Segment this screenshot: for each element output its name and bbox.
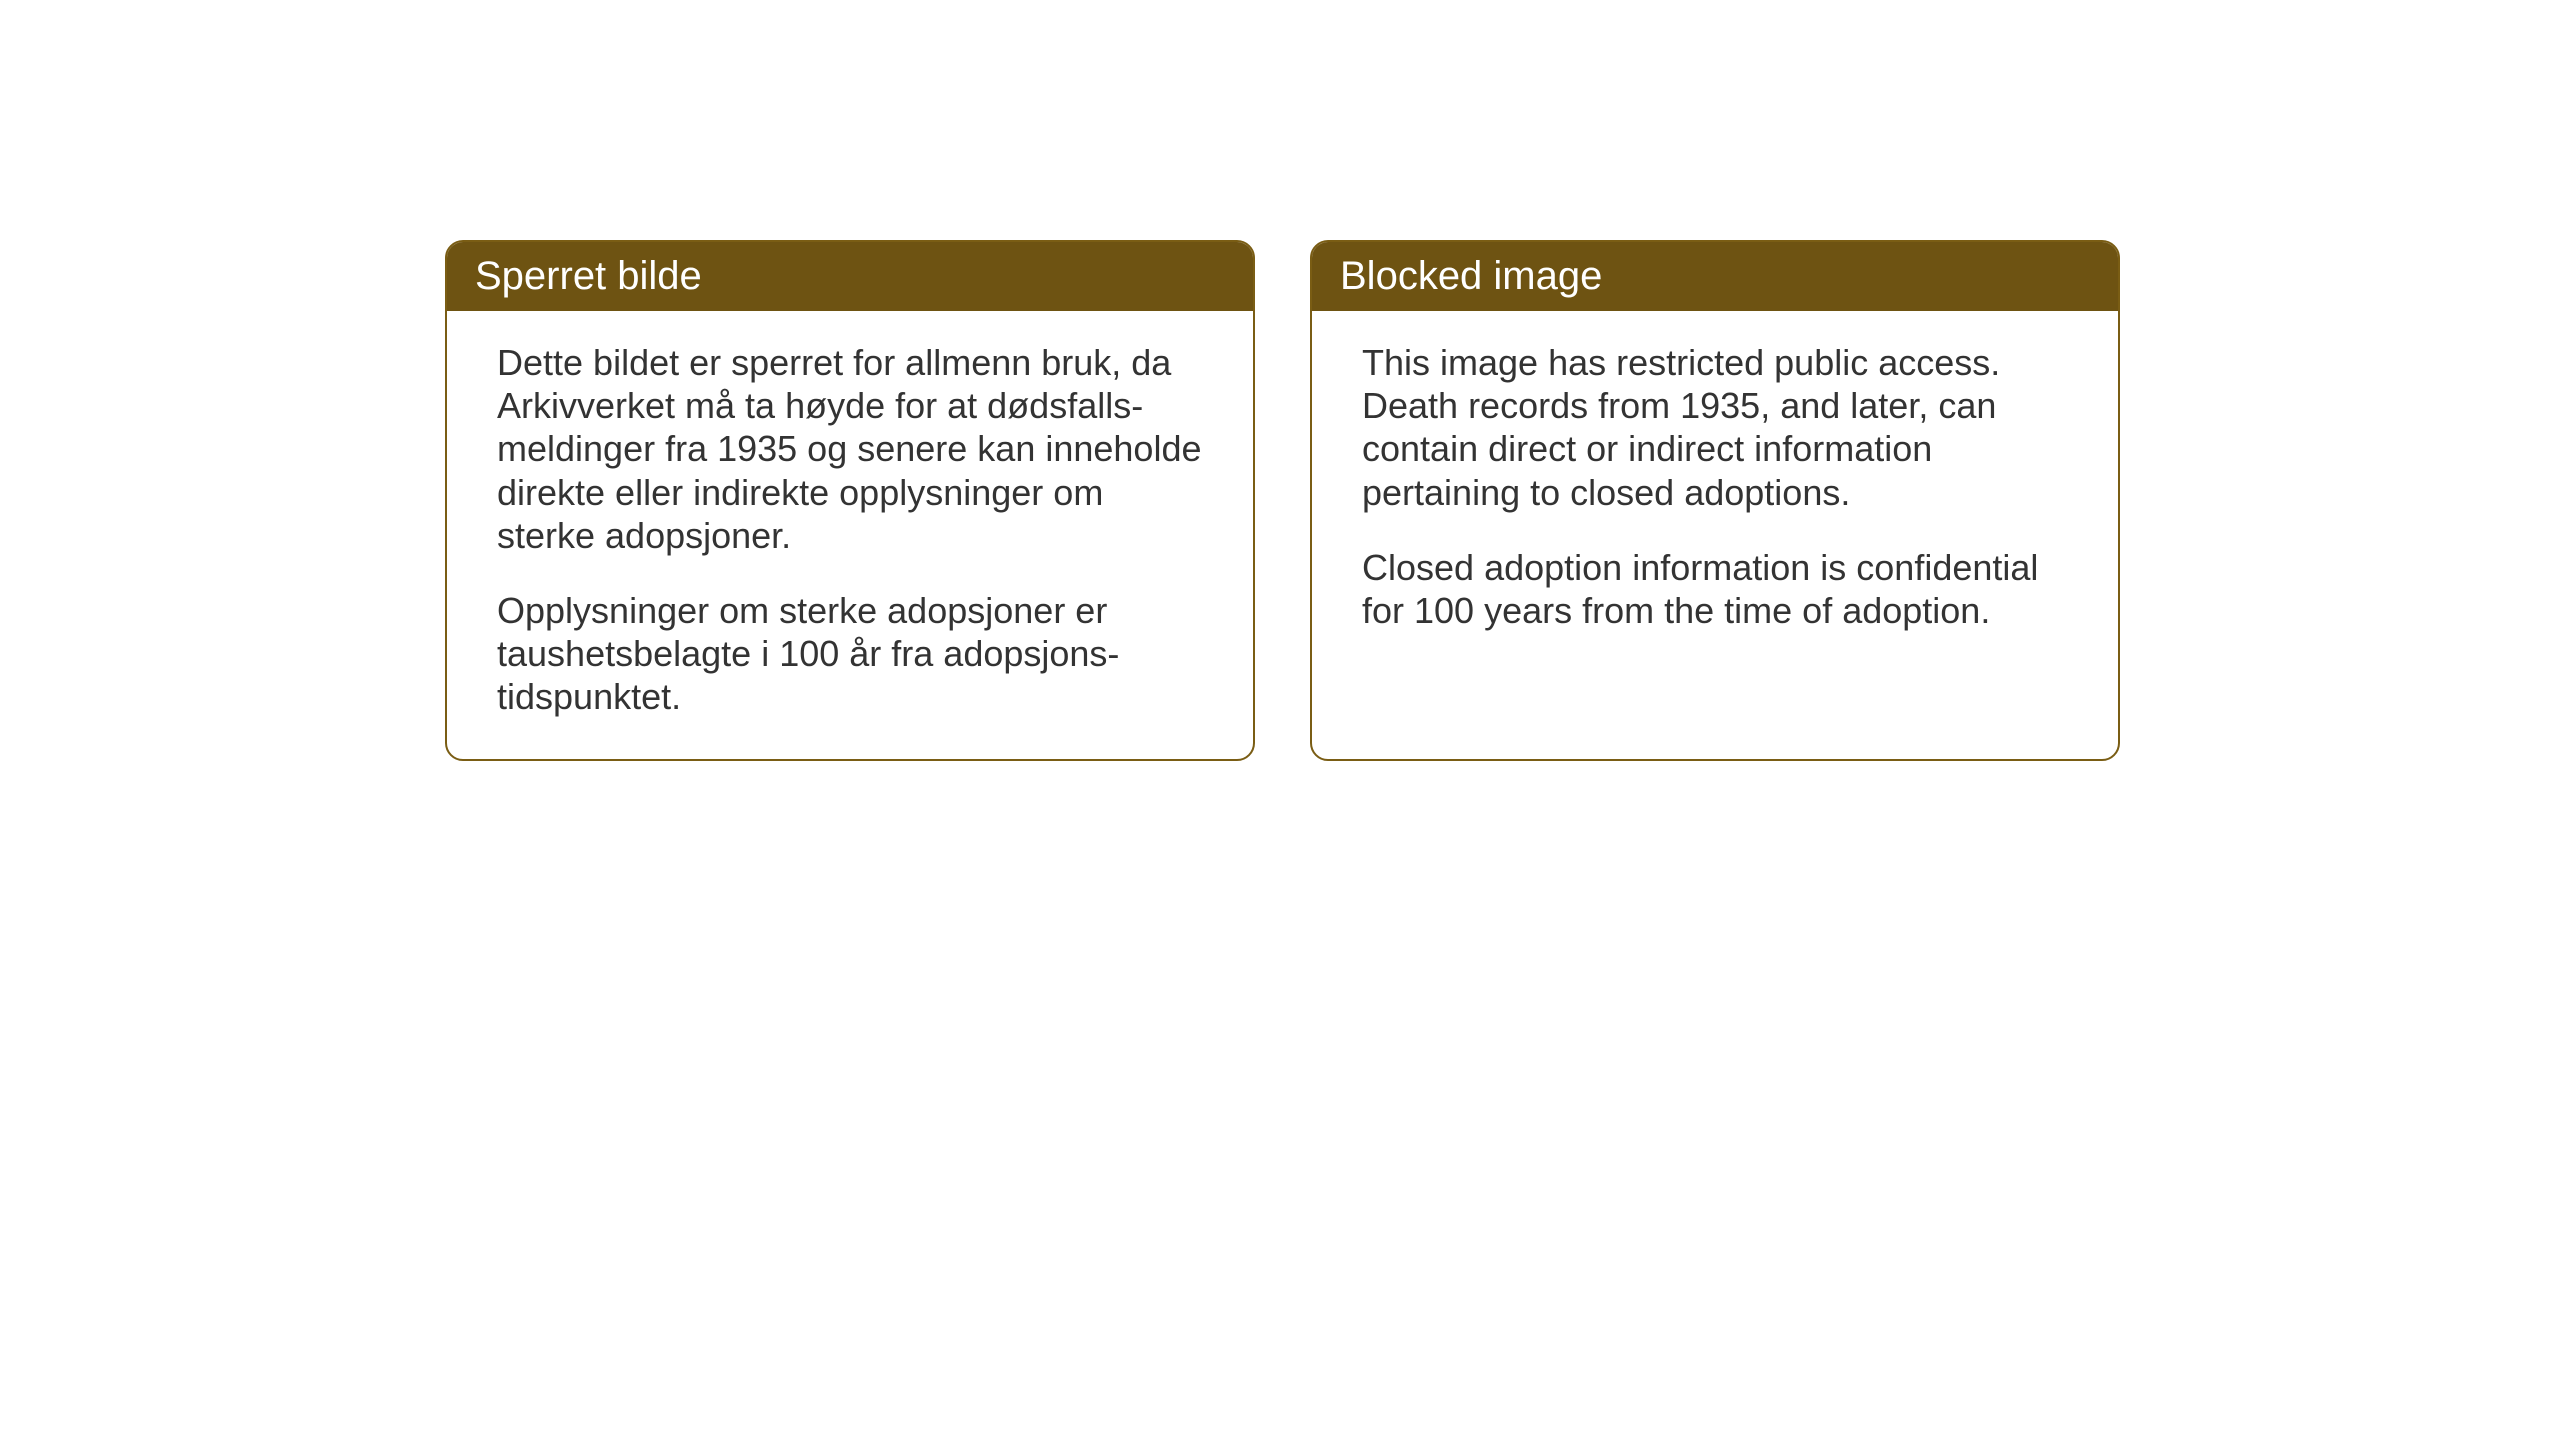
notice-container: Sperret bilde Dette bildet er sperret fo… [0,0,2560,761]
card-header-english: Blocked image [1312,242,2118,311]
card-paragraph-1-norwegian: Dette bildet er sperret for allmenn bruk… [497,341,1203,557]
card-title-norwegian: Sperret bilde [475,254,702,298]
card-title-english: Blocked image [1340,254,1602,298]
card-body-norwegian: Dette bildet er sperret for allmenn bruk… [447,311,1253,759]
card-paragraph-2-norwegian: Opplysninger om sterke adopsjoner er tau… [497,589,1203,719]
notice-card-english: Blocked image This image has restricted … [1310,240,2120,761]
notice-card-norwegian: Sperret bilde Dette bildet er sperret fo… [445,240,1255,761]
card-paragraph-1-english: This image has restricted public access.… [1362,341,2068,514]
card-paragraph-2-english: Closed adoption information is confident… [1362,546,2068,632]
card-header-norwegian: Sperret bilde [447,242,1253,311]
card-body-english: This image has restricted public access.… [1312,311,2118,672]
